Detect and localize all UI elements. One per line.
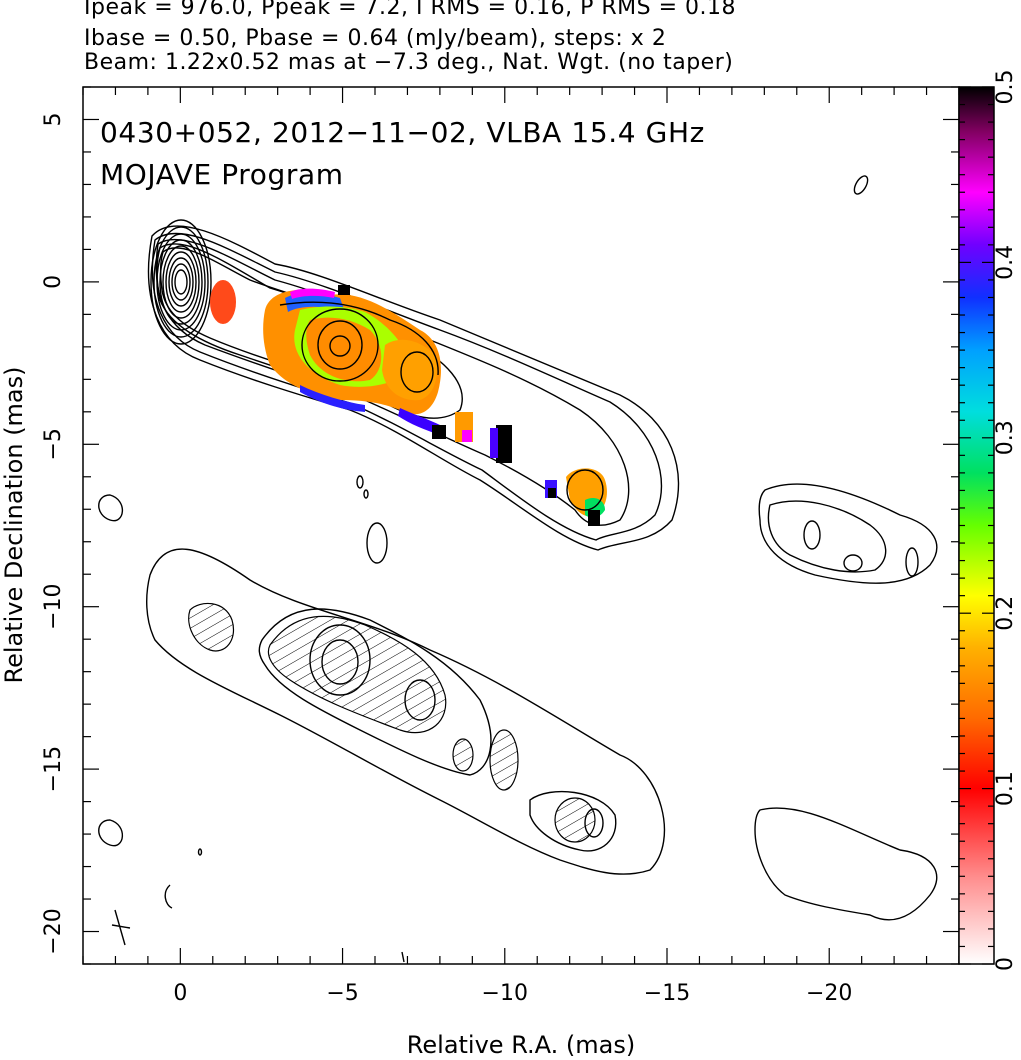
lower-jet — [146, 548, 938, 921]
colorbar-tick-label: 0.5 — [993, 70, 1018, 105]
pol-black-east — [588, 510, 600, 526]
colorbar-tick-label: 0.2 — [993, 596, 1018, 631]
colorbar-tick-label: 0.3 — [993, 420, 1018, 455]
pol-orange-center — [306, 317, 382, 382]
contour-lower-knot-1 — [309, 624, 371, 696]
contour-right-upper-3 — [803, 520, 821, 550]
header-line-1: Ipeak = 976.0, Ppeak = 7.2, I RMS = 0.16… — [84, 0, 736, 20]
contour-core-4 — [159, 239, 203, 325]
x-tick-label: −5 — [326, 981, 358, 1006]
pol-black-east-2 — [548, 488, 556, 498]
contour-lower-east — [529, 790, 617, 852]
contour-knot-1 — [301, 308, 379, 382]
contour-inner-arc — [279, 301, 439, 376]
contour-isolated-4 — [366, 522, 388, 564]
plot-frame — [82, 86, 960, 965]
plot-title: 0430+052, 2012−11−02, VLBA 15.4 GHz — [100, 116, 705, 149]
plot-subtitle: MOJAVE Program — [100, 158, 344, 191]
contour-lower-knot-3 — [404, 679, 436, 721]
x-axis-ticks: 0 −5 −10 −15 −20 — [82, 87, 960, 1006]
contour-core-6 — [165, 251, 197, 313]
pol-blob-core — [210, 280, 236, 324]
contour-lower-knot-2 — [321, 639, 359, 685]
pol-purple-2 — [490, 428, 498, 458]
contour-right-upper-outer — [758, 483, 938, 584]
colorbar-tick-label: 0.4 — [993, 245, 1018, 280]
x-tick-label: −10 — [482, 981, 528, 1006]
pol-edge-magenta-top — [290, 288, 335, 299]
contour-core-1 — [150, 219, 212, 345]
contour-right-upper-2 — [767, 500, 887, 573]
contour-isolated-6 — [98, 819, 124, 847]
contour-isolated-10 — [111, 924, 131, 929]
pol-black-1 — [432, 425, 446, 439]
contour-isolated-9 — [114, 909, 126, 946]
contour-core-2 — [153, 226, 209, 338]
x-axis-label: Relative R.A. (mas) — [407, 1031, 635, 1059]
header-line-3: Beam: 1.22x0.52 mas at −7.3 deg., Nat. W… — [84, 50, 734, 75]
contour-isolated-7 — [197, 848, 203, 856]
contour-core-8 — [171, 263, 191, 301]
y-axis-ticks: 5 0 −5 −10 −15 −20 — [41, 86, 959, 965]
contour-right-lower — [754, 807, 938, 921]
colorbar-ticks: 0 0.1 0.2 0.3 0.4 0.5 — [959, 70, 1018, 971]
contour-knot-east — [566, 469, 604, 511]
contour-knot-4 — [400, 351, 434, 393]
y-tick-label: −15 — [41, 746, 66, 792]
contour-isolated-2 — [356, 475, 364, 489]
colorbar-tick-label: 0.1 — [993, 771, 1018, 806]
x-tick-label: 0 — [173, 981, 187, 1006]
contour-outer — [147, 225, 680, 551]
y-tick-label: 0 — [41, 275, 66, 289]
contour-isolated-5 — [98, 494, 124, 522]
contour-isolated-11 — [401, 951, 405, 963]
hatched-lower-west — [188, 602, 234, 652]
pol-edge-blue-bottom — [300, 385, 365, 412]
header-line-2: Ibase = 0.50, Pbase = 0.64 (mJy/beam), s… — [84, 26, 667, 51]
pol-magenta-small — [462, 430, 472, 442]
hatched-lower-east — [554, 797, 596, 843]
image-content — [98, 175, 938, 963]
hatched-lower-main — [267, 615, 447, 734]
contour-knot-2 — [317, 320, 363, 370]
y-axis-label: Relative Declination (mas) — [0, 366, 28, 683]
contour-right-upper-4 — [843, 554, 863, 572]
contour-isolated-8 — [164, 884, 173, 909]
contour-core-5 — [162, 245, 200, 319]
contour-isolated-3 — [363, 489, 369, 499]
pol-black-2 — [496, 425, 512, 463]
polarization-color-map — [210, 280, 607, 526]
contour-lower-2 — [258, 608, 492, 776]
contour-core-7 — [168, 257, 194, 307]
colorbar-tick-label: 0 — [993, 957, 1018, 971]
y-tick-label: −5 — [41, 428, 66, 460]
contour-core-9 — [174, 269, 188, 295]
hatched-lower-4 — [489, 729, 519, 791]
x-tick-label: −15 — [644, 981, 690, 1006]
contour-lower-east-knot — [584, 808, 604, 838]
pol-edge-purple — [398, 408, 440, 435]
contour-knot-3 — [329, 335, 351, 357]
pol-orange-knot — [382, 339, 437, 401]
contour-4 — [156, 243, 463, 419]
x-tick-label: −20 — [806, 981, 852, 1006]
y-tick-label: −20 — [41, 908, 66, 954]
contour-core-3 — [156, 233, 206, 331]
contour-right-upper-5 — [905, 547, 919, 577]
hatched-lower-3 — [452, 738, 474, 772]
contour-isolated-1 — [853, 175, 869, 195]
stokes-i-inner-contours — [279, 301, 604, 511]
contour-lower-outer — [146, 548, 666, 875]
y-tick-label: −10 — [41, 583, 66, 629]
y-tick-label: 5 — [41, 112, 66, 126]
pol-black-top — [338, 285, 350, 295]
